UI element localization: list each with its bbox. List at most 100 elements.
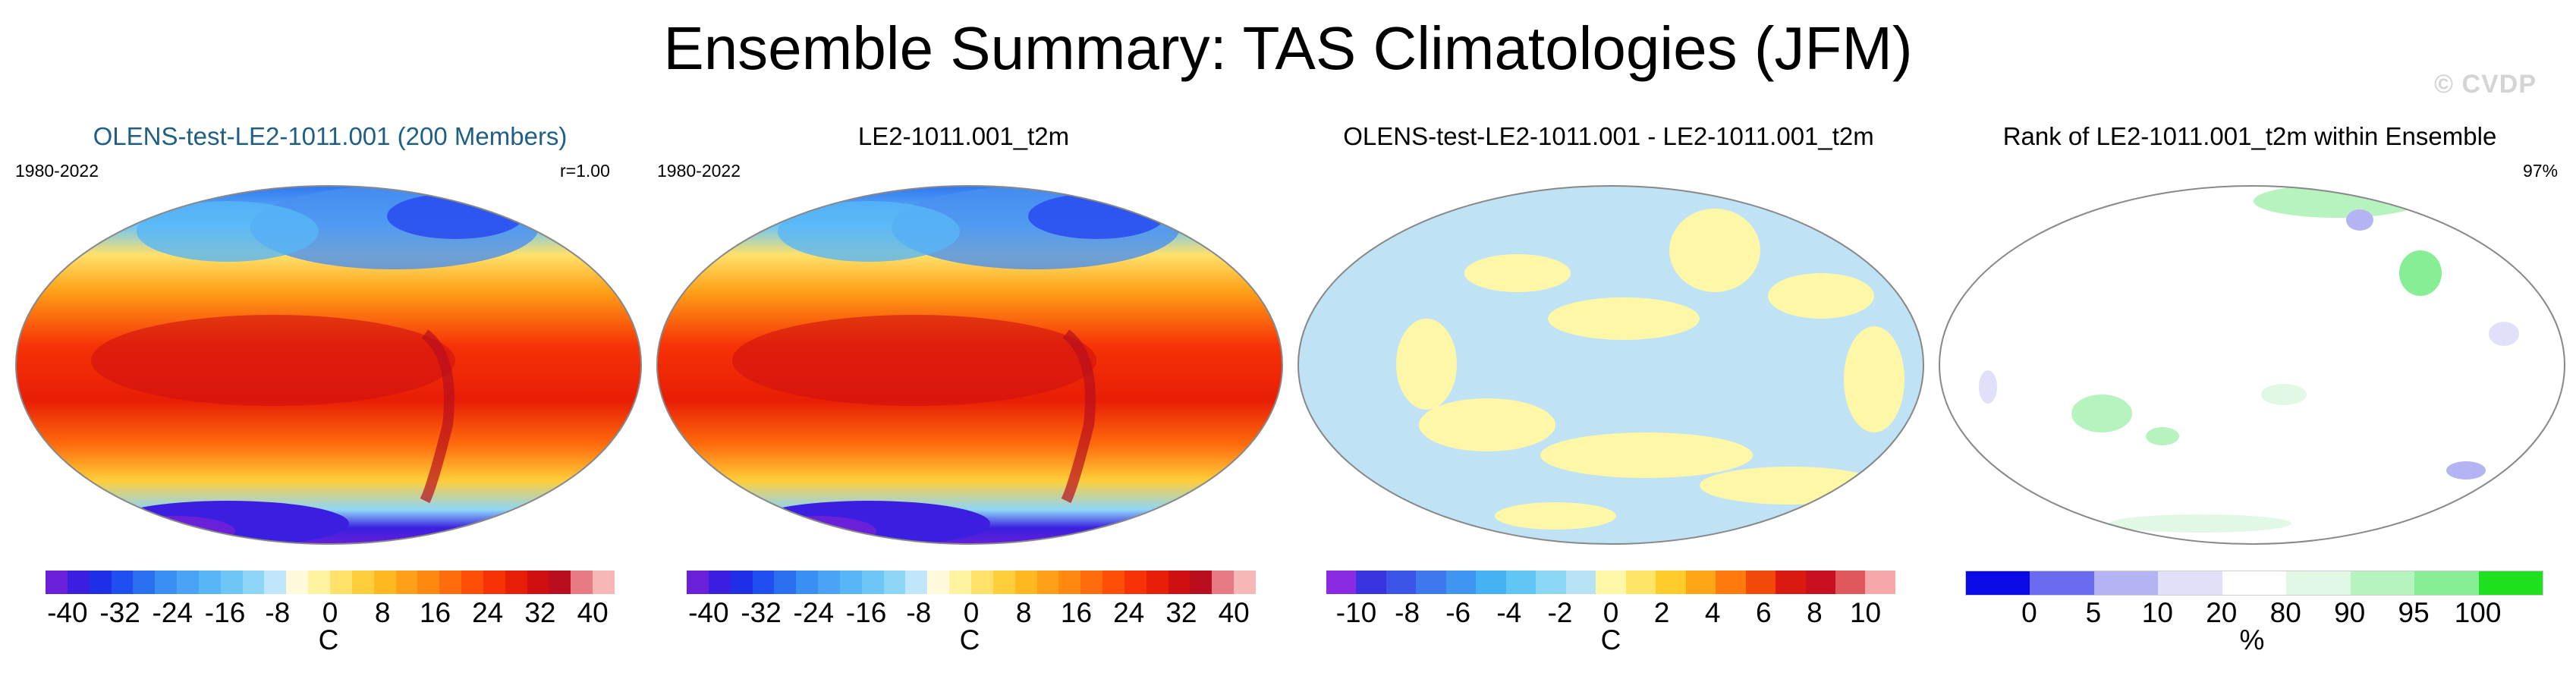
colorbar-3-swatch [1536, 571, 1566, 594]
colorbar-3-swatch [1326, 571, 1357, 594]
colorbar-2-swatch [1124, 571, 1146, 594]
colorbar-3-swatch [1805, 571, 1835, 594]
colorbar-3-tick-label: -4 [1496, 597, 1522, 628]
panel-4-title: Rank of LE2-1011.001_t2m within Ensemble [2002, 122, 2497, 150]
colorbar-2-tick-label: 24 [1113, 597, 1145, 628]
colorbar-4-tick-label: 80 [2269, 597, 2301, 628]
colorbar-3-tick-label: 6 [1756, 597, 1772, 628]
colorbar-3-tick-label: 8 [1807, 597, 1823, 628]
colorbar-1-swatch [571, 571, 593, 594]
colorbar-1-swatch [133, 571, 156, 594]
colorbar-2-tick-label: 0 [963, 597, 980, 628]
colorbar-3-tick-label: 10 [1849, 597, 1882, 628]
colorbar-4-swatch [2478, 571, 2543, 595]
colorbar-1-tick-label: -40 [47, 597, 88, 628]
colorbar-1-tick-label: 8 [374, 597, 391, 628]
panel-1-period: 1980-2022 [15, 161, 99, 181]
colorbar-3-tick-label: 0 [1603, 597, 1619, 628]
panel-2-map [657, 186, 1282, 544]
colorbar-4-tick-label: 100 [2454, 597, 2502, 628]
colorbar-1-tick-label: 24 [472, 597, 504, 628]
colorbar-2-tick-label: 32 [1165, 597, 1197, 628]
panel-3-map [1298, 186, 1923, 544]
colorbar-1-swatch [527, 571, 549, 594]
colorbar-1-swatch [286, 571, 309, 594]
colorbar-1-tick-label: 32 [524, 597, 556, 628]
page-title: Ensemble Summary: TAS Climatologies (JFM… [663, 14, 1913, 82]
colorbar-1-swatch [242, 571, 265, 594]
colorbar-3-swatch [1356, 571, 1386, 594]
colorbar-1-swatch [220, 571, 243, 594]
colorbar-4-tick-label: 10 [2141, 597, 2173, 628]
colorbar-2-swatch [1234, 571, 1256, 594]
colorbar-4-swatch [2158, 571, 2222, 595]
colorbar-2-swatch [970, 571, 993, 594]
colorbar-3-swatch [1445, 571, 1477, 594]
colorbar-3-tick-label: -2 [1547, 597, 1573, 628]
colorbar-1-swatch [351, 571, 374, 594]
colorbar-1-tick-label: -16 [204, 597, 246, 628]
colorbar-1-swatch [177, 571, 199, 594]
colorbar-3-swatch [1716, 571, 1746, 594]
panel-1-map [16, 186, 641, 544]
colorbar-2-swatch [774, 571, 797, 594]
colorbar-2-swatch [927, 571, 950, 594]
colorbar-1-swatch [67, 571, 90, 594]
colorbar-3-swatch [1476, 571, 1506, 594]
colorbar-1 [46, 571, 615, 594]
colorbar-3-tick-label: 4 [1704, 597, 1721, 628]
colorbar-1-swatch [111, 571, 134, 594]
colorbar-4-tick-label: 90 [2334, 597, 2366, 628]
colorbar-2 [687, 571, 1256, 594]
colorbar-2-swatch [883, 571, 906, 594]
panel-2-period: 1980-2022 [657, 161, 741, 181]
colorbar-3-swatch [1865, 571, 1895, 594]
colorbar-2-swatch [752, 571, 775, 594]
colorbar-3-swatch [1745, 571, 1776, 594]
colorbar-3-tick-label: -10 [1335, 597, 1377, 628]
colorbar-2-swatch [730, 571, 753, 594]
colorbar-1-swatch [264, 571, 287, 594]
colorbar-4-swatch [2414, 571, 2479, 595]
colorbar-3-swatch [1386, 571, 1417, 594]
panel-2-title: LE2-1011.001_t2m [857, 122, 1070, 150]
colorbar-4-unit: % [2239, 624, 2265, 656]
colorbar-3-swatch [1776, 571, 1806, 594]
colorbar-3-swatch [1505, 571, 1536, 594]
colorbar-2-swatch [687, 571, 709, 594]
colorbar-3-tick-label: -6 [1445, 597, 1471, 628]
colorbar-3-swatch [1416, 571, 1446, 594]
colorbar-4-tick-label: 5 [2085, 597, 2102, 628]
colorbar-1-swatch [593, 571, 615, 594]
colorbar-4 [1965, 571, 2543, 596]
colorbar-2-swatch [1036, 571, 1059, 594]
colorbar-2-unit: C [959, 624, 980, 656]
colorbar-2-swatch [1168, 571, 1190, 594]
colorbar-2-swatch [839, 571, 862, 594]
colorbar-2-swatch [1102, 571, 1124, 594]
colorbar-4-swatch [2093, 571, 2159, 595]
colorbar-1-swatch [46, 571, 68, 594]
colorbar-4-swatch [1966, 571, 2030, 595]
colorbar-4-tick-label: 95 [2398, 597, 2430, 628]
colorbar-2-swatch [1190, 571, 1213, 594]
colorbar-2-swatch [905, 571, 928, 594]
panel-3-title: OLENS-test-LE2-1011.001 - LE2-1011.001_t… [1343, 122, 1874, 150]
colorbar-1-tick-label: 40 [577, 597, 609, 628]
colorbar-2-swatch [1014, 571, 1037, 594]
colorbar-2-swatch [861, 571, 884, 594]
colorbar-4-swatch [2350, 571, 2415, 595]
colorbar-3-tick-label: 2 [1653, 597, 1670, 628]
colorbar-3-swatch [1625, 571, 1656, 594]
colorbar-1-swatch [505, 571, 527, 594]
colorbar-1-unit: C [318, 624, 339, 656]
colorbar-1-tick-label: -24 [152, 597, 193, 628]
colorbar-1-swatch [308, 571, 330, 594]
colorbar-1-tick-label: -8 [265, 597, 291, 628]
colorbar-1-swatch [395, 571, 418, 594]
panel-4-map [1939, 186, 2565, 544]
colorbar-2-tick-label: -16 [845, 597, 887, 628]
colorbar-3-swatch [1596, 571, 1626, 594]
colorbar-1-swatch [549, 571, 571, 594]
